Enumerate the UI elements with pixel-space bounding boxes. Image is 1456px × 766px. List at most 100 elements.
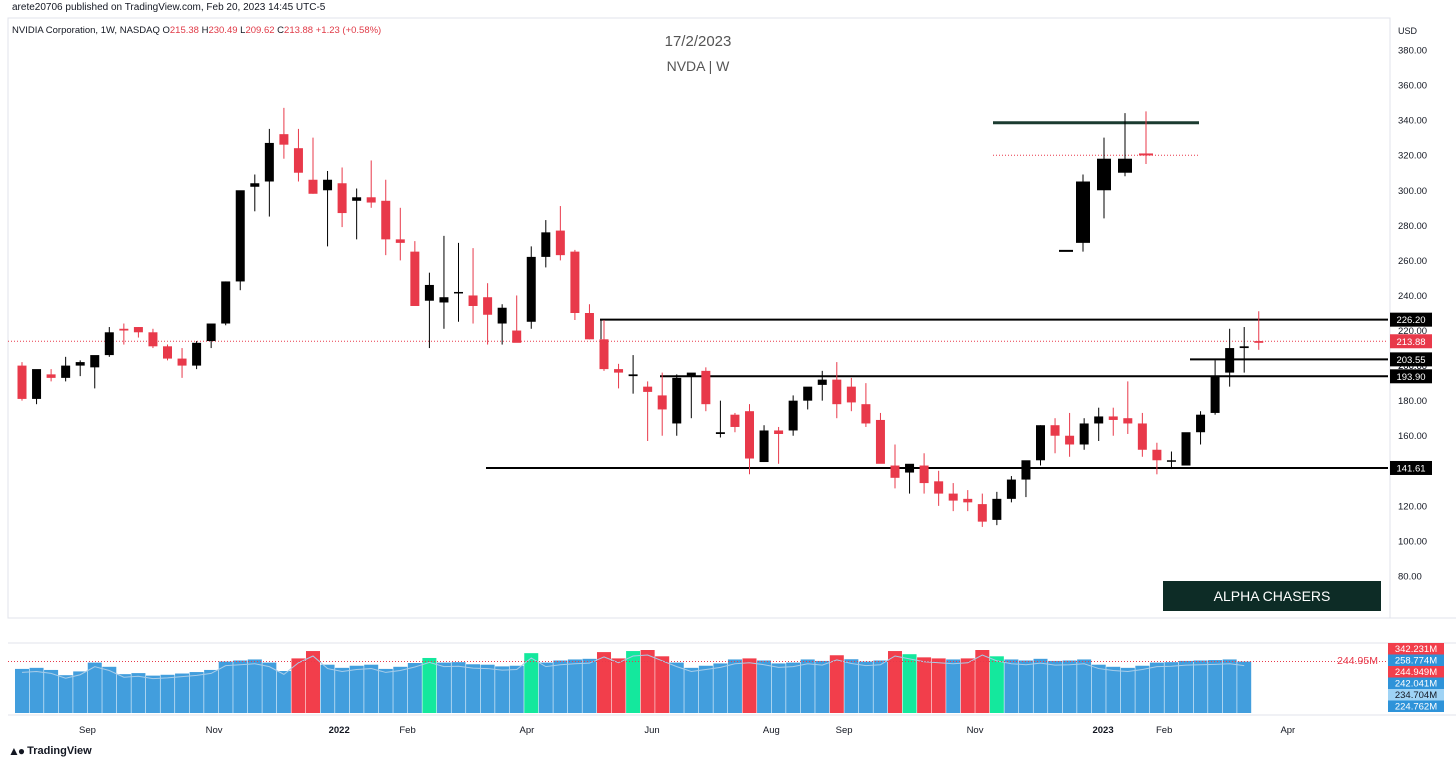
candle [221,281,231,326]
candle [1166,451,1176,470]
candle [1239,327,1249,373]
inset-candle-body [1118,158,1132,173]
last-price-badge [1390,334,1432,349]
candle-body [32,369,42,399]
volume-scale-label: 258.774M [1395,656,1437,667]
y-tick-label: 200.00 [1398,361,1427,372]
candle [61,356,71,382]
candle [468,248,478,324]
inset-candle-body [1097,158,1111,191]
candle-body [614,369,624,373]
candle-body [861,404,871,424]
x-tick-label: Jun [644,725,659,736]
candle-body [1079,423,1089,445]
candle-body [75,362,85,366]
volume-scale-label: 244.949M [1395,667,1437,678]
candle [119,323,129,345]
candle-body [1210,376,1220,413]
candle-body [584,313,594,340]
candle [512,295,522,343]
volume-bar [466,664,481,713]
candle [323,170,333,247]
chart-subtitle: NVDA | W [667,58,731,74]
high-label: H [201,25,209,36]
candle-body [890,465,900,478]
volume-bar [829,655,844,713]
volume-last-label: 244.95M [1337,655,1378,667]
volume-bar [553,660,568,713]
volume-bar [247,659,262,713]
candle [148,328,158,349]
candle-body [46,374,56,378]
candle [1181,432,1191,466]
level-price-badge [1390,369,1432,384]
level-price-label: 203.55 [1396,355,1425,366]
tradingview-footer[interactable]: ▲● TradingView [8,744,92,758]
candle-body [163,346,172,359]
candle-body [119,328,129,331]
candle-body [570,251,580,313]
volume-scale-badge [1388,689,1444,701]
candle-body [308,179,318,194]
candle-body [483,297,493,315]
close-label: C [277,25,285,36]
candle [759,425,769,463]
x-tick-label: Aug [763,725,780,736]
candle [75,360,85,377]
volume-bar [1135,665,1150,713]
candle-body [1225,348,1235,373]
volume-bar [116,674,131,713]
candle [730,412,740,433]
candle [570,249,580,321]
volume-bar [1149,662,1164,713]
volume-bar [888,651,902,713]
candle-body [948,493,958,501]
candle [614,363,624,389]
candle [1152,442,1162,475]
y-tick-label: 380.00 [1398,46,1427,57]
volume-bar [873,660,888,713]
volume-bar [218,661,233,713]
x-tick-label: Apr [519,725,534,736]
volume-bar [771,663,786,713]
candle [1137,412,1147,457]
candle-body [192,342,202,366]
candle-body [235,190,245,282]
candle [657,372,667,436]
candle [1050,418,1060,454]
candle [1196,411,1206,445]
volume-scale-label: 342.231M [1395,644,1437,655]
candle [235,190,245,291]
volume-bar [44,669,59,713]
candle [643,381,653,441]
alpha-chasers-banner [1163,581,1381,611]
published-line: arete20706 published on TradingView.com,… [12,2,326,13]
candle-body [1137,423,1147,450]
candle-body [1239,346,1249,349]
candle [366,160,376,208]
volume-bar [713,663,728,713]
volume-bar [189,672,204,713]
high-value: 230.49 [208,25,238,36]
candle [133,327,143,338]
y-tick-label: 160.00 [1398,431,1427,442]
candle [890,444,900,489]
volume-bar [1048,660,1063,713]
last-price-label: 213.88 [1396,337,1425,348]
candle-body [832,379,842,405]
volume-bar [1120,667,1135,713]
candle [483,283,493,345]
candle-body [424,284,434,301]
volume-bar [917,657,932,713]
candle-body [264,142,274,182]
candle-body [1181,432,1191,466]
candle [90,355,100,389]
volume-bar [1033,658,1048,713]
candle [308,137,318,194]
volume-bar [262,662,277,713]
candle-body [1094,416,1104,424]
candle-body [206,323,216,342]
x-tick-label: Nov [206,725,223,736]
candle [846,377,856,412]
